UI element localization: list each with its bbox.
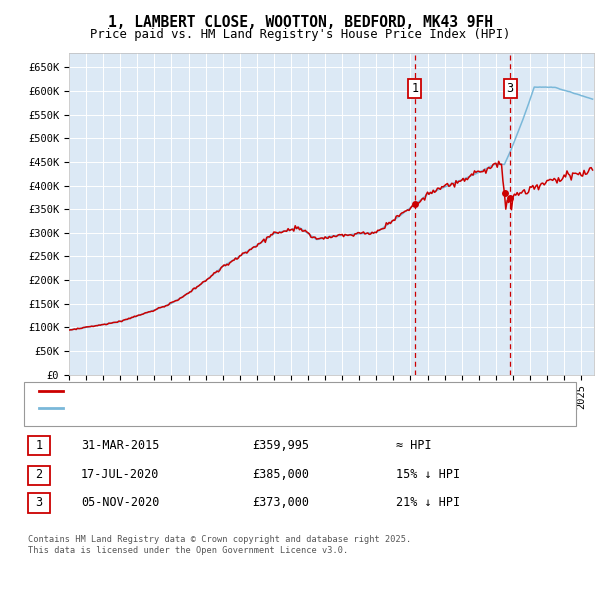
Text: 31-MAR-2015: 31-MAR-2015 [81, 439, 160, 452]
Text: 05-NOV-2020: 05-NOV-2020 [81, 496, 160, 509]
Text: 1, LAMBERT CLOSE, WOOTTON, BEDFORD, MK43 9FH (detached house): 1, LAMBERT CLOSE, WOOTTON, BEDFORD, MK43… [69, 386, 466, 395]
Text: 21% ↓ HPI: 21% ↓ HPI [396, 496, 460, 509]
Text: 3: 3 [506, 82, 514, 95]
Text: £359,995: £359,995 [252, 439, 309, 452]
Text: 3: 3 [35, 496, 43, 509]
Text: 17-JUL-2020: 17-JUL-2020 [81, 468, 160, 481]
Text: 1, LAMBERT CLOSE, WOOTTON, BEDFORD, MK43 9FH: 1, LAMBERT CLOSE, WOOTTON, BEDFORD, MK43… [107, 15, 493, 30]
Text: HPI: Average price, detached house, Bedford: HPI: Average price, detached house, Bedf… [69, 404, 349, 413]
Text: 2: 2 [35, 468, 43, 481]
Text: 1: 1 [411, 82, 418, 95]
Text: Price paid vs. HM Land Registry's House Price Index (HPI): Price paid vs. HM Land Registry's House … [90, 28, 510, 41]
Text: ≈ HPI: ≈ HPI [396, 439, 431, 452]
Text: £373,000: £373,000 [252, 496, 309, 509]
Text: £385,000: £385,000 [252, 468, 309, 481]
Text: 15% ↓ HPI: 15% ↓ HPI [396, 468, 460, 481]
Text: 1: 1 [35, 439, 43, 452]
Text: Contains HM Land Registry data © Crown copyright and database right 2025.
This d: Contains HM Land Registry data © Crown c… [28, 535, 411, 555]
